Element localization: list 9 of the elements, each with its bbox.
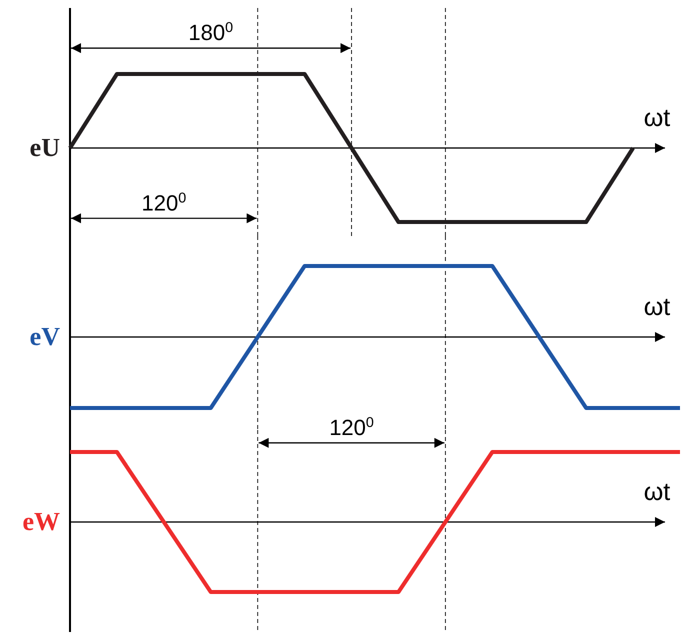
text: 180$^{0}$ — [188, 20, 234, 46]
y-axis-title: eU — [30, 133, 60, 162]
y-axis-title: eV — [30, 322, 60, 351]
y-axis-title: eW — [22, 507, 60, 536]
x-axis-title: ωt — [644, 293, 670, 321]
x-axis-title: ωt — [644, 104, 670, 132]
annotation: 120$^{0}$ — [142, 190, 186, 216]
text: 120$^{0}$ — [329, 414, 374, 440]
x-axis-title: ωt — [644, 478, 670, 506]
